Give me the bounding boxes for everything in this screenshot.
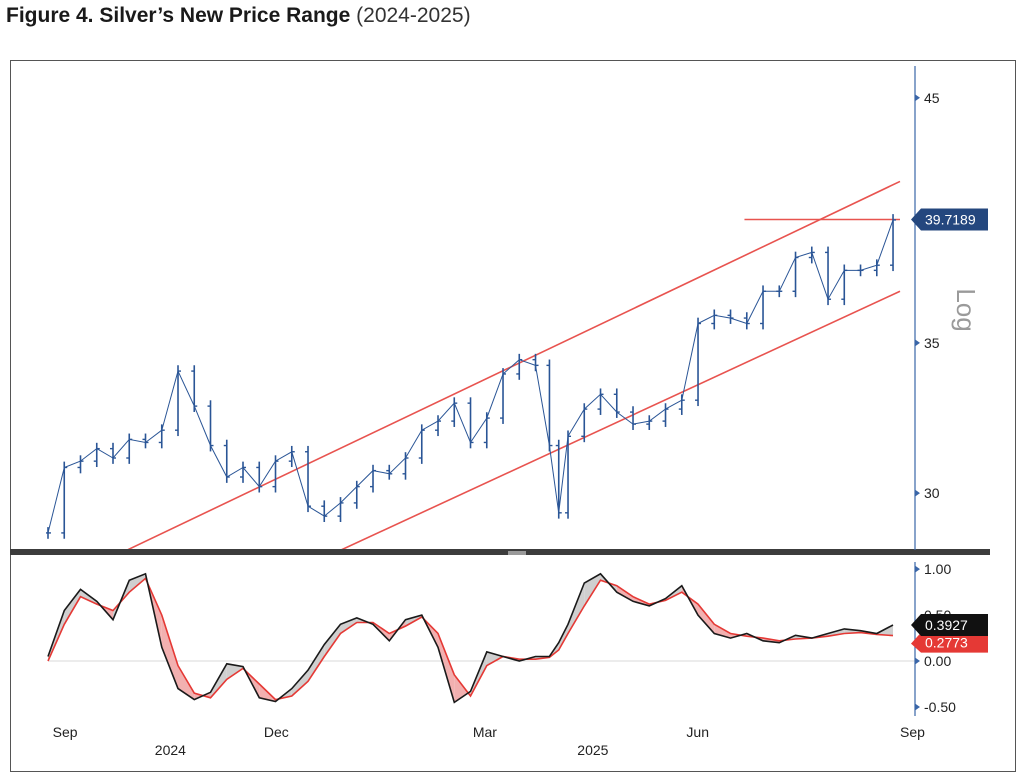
x-tick-label: Jun: [686, 724, 709, 740]
price-last-value-text: 39.7189: [925, 211, 976, 227]
price-bar: [646, 415, 653, 430]
oscillator-fill: [356, 617, 374, 625]
price-bar: [743, 312, 750, 330]
oscillator-main-value: 0.3927: [925, 617, 968, 633]
price-bar: [110, 442, 117, 464]
price-bar: [500, 368, 507, 424]
oscillator-tick-mark: [915, 657, 920, 665]
price-bar: [890, 214, 897, 272]
oscillator-fill: [161, 615, 179, 689]
price-bar: [305, 445, 312, 513]
price-bar: [873, 259, 880, 277]
oscillator-signal-line: [47, 577, 894, 701]
channel-line-lower: [339, 290, 901, 550]
figure-title-main: Figure 4. Silver’s New Price Range: [6, 4, 351, 27]
oscillator-tick-label: 0.00: [924, 653, 951, 669]
panel-divider: [10, 549, 990, 555]
oscillator-main-badge: [911, 613, 988, 636]
price-series-line: [47, 219, 894, 534]
price-bar: [467, 397, 474, 449]
price-bar: [727, 309, 734, 324]
panel-divider-bar: [10, 549, 990, 555]
figure-title: Figure 4. Silver’s New Price Range (2024…: [6, 4, 471, 28]
x-tick-label: Sep: [53, 724, 78, 740]
price-bar: [630, 406, 637, 430]
price-bar: [240, 461, 247, 483]
price-bar: [93, 442, 100, 468]
oscillator-tick-label: 1.00: [924, 561, 951, 577]
oscillator-fill: [714, 624, 731, 639]
price-bar: [808, 246, 815, 264]
oscillator-fill: [64, 589, 81, 625]
price-tick-mark: [915, 339, 920, 347]
price-tick-mark: [915, 94, 920, 102]
oscillator-fill: [324, 624, 341, 657]
price-bar: [77, 455, 84, 474]
axes: 303545-0.500.001.000.5039.71890.27730.39…: [53, 66, 988, 758]
x-year-label: 2025: [577, 742, 608, 758]
price-bar: [516, 353, 523, 380]
price-bar: [451, 397, 458, 427]
oscillator-fill: [454, 674, 471, 703]
x-year-label: 2024: [155, 742, 186, 758]
oscillator-fill: [558, 624, 569, 651]
price-bar: [402, 452, 409, 480]
price-bar: [597, 388, 604, 415]
price-bar: [46, 527, 51, 539]
oscillator-fill: [438, 633, 455, 703]
oscillator-fill: [584, 573, 601, 606]
price-bar: [61, 461, 68, 539]
price-bar: [711, 309, 718, 330]
price-bar: [321, 500, 328, 523]
price-bar: [555, 439, 562, 519]
price-bar: [207, 400, 214, 452]
oscillator-fill: [291, 670, 309, 696]
price-bar: [126, 433, 133, 464]
oscillator-fill: [308, 644, 325, 682]
price-tick-mark: [915, 489, 920, 497]
oscillator-tick-label: -0.50: [924, 699, 956, 715]
oscillator-tick-mark: [915, 703, 920, 711]
panel-divider-handle: [508, 551, 526, 555]
oscillator-fill: [486, 651, 504, 666]
oscillator-signal-value: 0.2773: [925, 635, 968, 651]
log-scale-label: Log: [951, 288, 981, 331]
x-tick-label: Dec: [264, 724, 289, 740]
price-tick-label: 45: [924, 90, 940, 106]
figure-title-range: (2024-2025): [356, 4, 471, 27]
price-bar: [662, 403, 669, 427]
oscillator-fill: [129, 573, 146, 593]
price-last-value-badge: [911, 208, 988, 231]
x-tick-label: Sep: [900, 724, 925, 740]
price-panel: [46, 180, 901, 550]
oscillator-fill: [568, 582, 585, 634]
price-bar: [370, 464, 377, 493]
oscillator-fill: [616, 585, 634, 602]
x-tick-label: Mar: [473, 724, 497, 740]
oscillator-panel: [47, 572, 915, 704]
oscillator-tick-mark: [915, 565, 920, 573]
price-tick-label: 35: [924, 335, 940, 351]
oscillator-fill: [226, 663, 244, 680]
oscillator-signal-badge: [911, 632, 988, 653]
price-bar: [288, 445, 295, 468]
oscillator-fill: [698, 604, 715, 634]
oscillator-fill: [340, 617, 357, 634]
oscillator-main-line: [47, 572, 894, 704]
price-tick-label: 30: [924, 485, 940, 501]
price-bar: [678, 394, 685, 415]
price-bar: [546, 359, 553, 452]
price-bar: [158, 424, 165, 449]
chart-frame: [10, 60, 1016, 772]
